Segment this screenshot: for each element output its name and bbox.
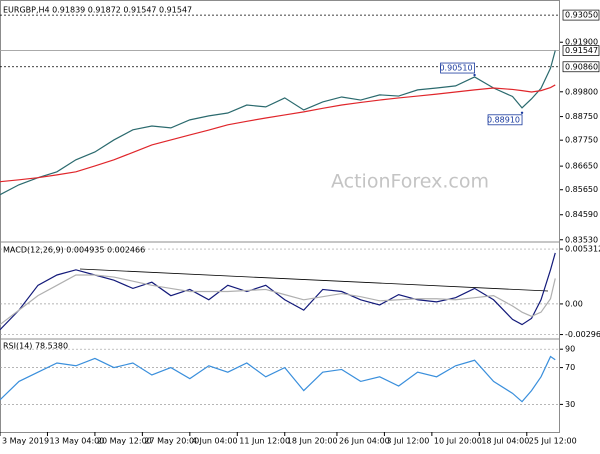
- y-tick-label: 0.88750: [565, 112, 598, 121]
- x-tick-label: 18 Jun 20:00: [287, 437, 338, 446]
- x-tick-label: 25 Jul 12:00: [529, 437, 577, 446]
- y-tick-label: -0.002967: [565, 330, 600, 339]
- x-tick-label: 3 May 2019: [2, 437, 49, 446]
- x-tick-label: 3 Jul 12:00: [386, 437, 429, 446]
- x-tick-label: 11 Jun 12:00: [239, 437, 290, 446]
- annotation-point: [473, 73, 476, 77]
- frame: [0, 0, 560, 433]
- trend-line: [79, 268, 549, 292]
- y-tick-label: 0.91900: [565, 38, 598, 47]
- annotation-label: 0.88910: [487, 115, 520, 124]
- series-line: [0, 252, 556, 331]
- panel-title: EURGBP,H4 0.91839 0.91872 0.91547 0.9154…: [3, 6, 192, 15]
- y-tick-label: 90: [565, 345, 575, 354]
- series-line: [0, 50, 556, 196]
- y-tick-label: 0.85650: [565, 185, 598, 194]
- watermark: ActionForex.com: [331, 171, 489, 193]
- x-tick-label: 10 Jul 20:00: [434, 437, 482, 446]
- price-label: 0.90860: [565, 62, 598, 71]
- y-tick-label: 30: [565, 400, 575, 409]
- panel-title: RSI(14) 78.5380: [3, 342, 68, 351]
- series-line: [0, 355, 556, 403]
- series-line: [0, 84, 556, 183]
- y-tick-label: 0.84590: [565, 210, 598, 219]
- x-tick-label: 26 Jun 04:00: [339, 437, 390, 446]
- y-tick-label: 0.00: [565, 299, 583, 308]
- y-tick-label: 0.89800: [565, 87, 598, 96]
- price-label-box: [562, 61, 600, 73]
- annotation-box: [487, 114, 523, 126]
- x-tick-label: 18 Jul 04:00: [481, 437, 529, 446]
- panel-title: MACD(12,26,9) 0.004935 0.002466: [3, 246, 145, 255]
- price-label: 0.93050: [565, 11, 598, 20]
- annotation-label: 0.90510: [439, 64, 472, 73]
- x-tick-label: 27 May 20:00: [144, 437, 199, 446]
- y-tick-label: 0.83530: [565, 235, 598, 244]
- x-tick-label: 13 May 04:00: [49, 437, 104, 446]
- x-tick-label: 4 Jun 04:00: [192, 437, 238, 446]
- y-tick-label: 0.86650: [565, 162, 598, 171]
- series-line: [0, 274, 556, 326]
- price-label-box: [562, 45, 600, 56]
- y-tick-label: 0.005312: [565, 245, 600, 254]
- annotation-point: [520, 111, 524, 114]
- annotation-box: [440, 62, 475, 74]
- y-tick-label: 70: [565, 363, 575, 372]
- x-tick-label: 20 May 12:00: [97, 437, 152, 446]
- price-label: 0.91547: [565, 46, 598, 55]
- price-label-box: [562, 9, 600, 21]
- y-tick-label: 0.87750: [565, 136, 598, 145]
